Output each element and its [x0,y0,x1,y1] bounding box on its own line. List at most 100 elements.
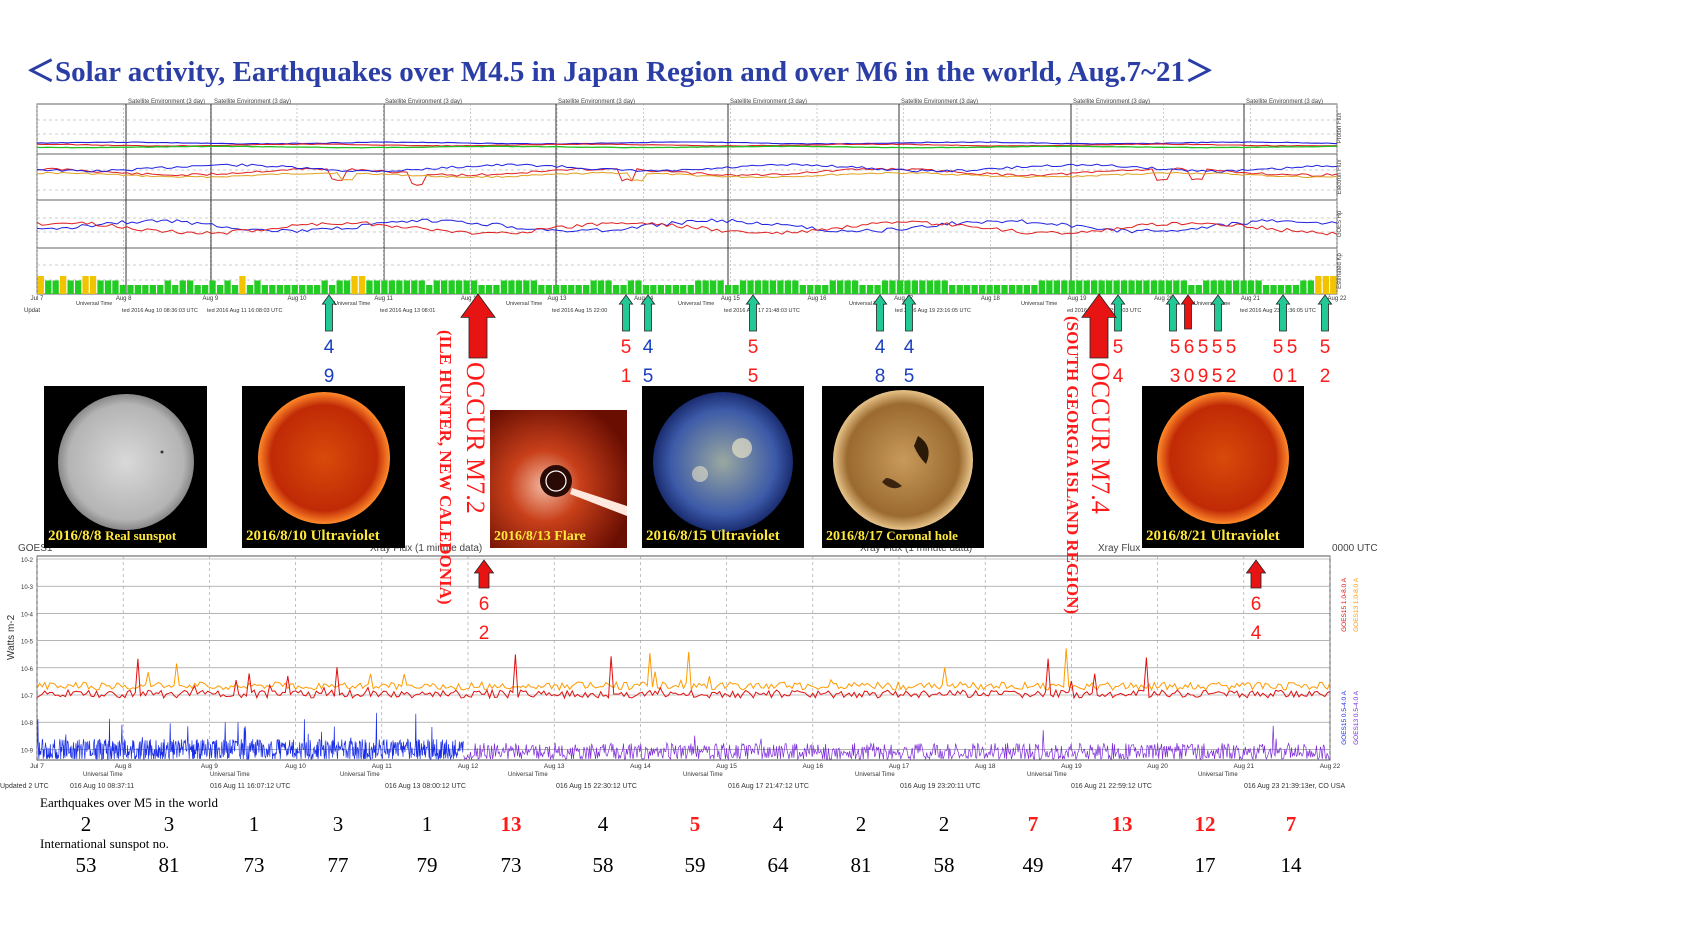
magnitude-integer: 5 [1225,337,1237,358]
eq-count: 4 [772,812,784,836]
xray-series-label: GOES15 1.0-8.0 A [1341,577,1348,632]
green-arrow [1210,294,1226,332]
kp-bar [45,280,52,294]
updated-stamp: ted 2016 Aug 23 21:36:05 UTC [1240,308,1316,314]
eq-count: 7 [1027,812,1039,836]
kp-bar [986,285,993,294]
panel-header: Satellite Environment (3 day) [730,99,807,105]
kp-bar [202,285,209,294]
eq-count: 7 [1285,812,1297,836]
green-arrow [1317,294,1333,332]
kp-bar [1038,280,1045,294]
kp-bar [1330,276,1337,294]
kp-bar [97,280,104,294]
universal-time-label: Universal Time [76,301,112,307]
top-panel-label: Estimated Kp [1337,252,1343,288]
kp-bar [1031,285,1038,294]
magnitude-decimal: 1 [620,366,632,388]
kp-bar [1128,280,1135,294]
photo-caption: 2016/8/13 Flare [494,529,586,544]
kp-bar [89,276,97,294]
sun-photo-ultraviolet-3: 2016/8/21 Ultraviolet [1142,386,1304,548]
xray-title-fragment: GOES1 [18,543,53,554]
updated-stamp: ted 2016 Aug 15 22:00 [552,308,607,314]
xray-updated-stamp: 016 Aug 15 22:30:12 UTC [556,783,637,790]
xray-long-goes13 [36,648,1331,692]
green-arrow [745,294,761,332]
top-date-tick: Aug 8 [116,296,132,302]
top-panel-label: Electron Flux [1337,159,1343,194]
sunspot-number: 58 [592,853,614,877]
kp-bar [1307,280,1314,294]
kp-bar [441,280,448,294]
green-arrow [901,294,917,332]
kp-bar [119,285,127,294]
sunspot-number: 49 [1022,853,1044,877]
sun-photo-flare: 2016/8/13 Flare [490,410,627,548]
sunspot-number: 81 [158,853,180,877]
kp-bar [792,280,799,294]
sun-gold-image [833,390,973,530]
eq-count: 4 [597,812,609,836]
kp-bar [1098,280,1105,294]
y-tick: 10-6 [21,667,34,673]
sun-red-image [258,392,390,524]
sunspot-number: 77 [327,853,349,877]
xray-updated-stamp: 016 Aug 10 08:37:11 [70,783,134,790]
kp-bar [874,285,881,294]
top-date-tick: Aug 12 [461,296,481,302]
kp-bar [1091,280,1098,294]
kp-bar [269,285,276,294]
kp-bar [1225,280,1232,294]
kp-bar [172,285,179,294]
eq-count: 12 [1194,812,1216,836]
magnitude-integer: 5 [1286,337,1298,358]
sunspot-number: 73 [243,853,265,877]
xray-title-fragment: Xray Flux [1098,543,1140,554]
photo-caption: 2016/8/8 Real sunspot [48,528,177,544]
occur-m74-label: OCCUR M7.4 [1086,362,1115,514]
magnitude-integer: 5 [747,337,759,358]
sunspot-number: 47 [1111,853,1133,877]
green-arrow [1110,294,1126,332]
xray-updated-stamp: 016 Aug 19 23:20:11 UTC [900,783,980,790]
xray-updated-stamp: 016 Aug 13 08:00:12 UTC [385,783,466,790]
sun-photo-real-sunspot: 2016/8/8 Real sunspot [44,386,207,548]
page-title: ＜Solar activity, Earthquakes over M4.5 i… [26,56,1215,88]
kp-bar [695,280,702,294]
universal-time-label: Universal Time [506,301,542,307]
kp-bar [336,280,343,294]
universal-time-label: Universal Time [334,301,370,307]
kp-bar [941,280,948,294]
kp-bar [650,285,657,294]
kp-bar [1270,285,1277,294]
magnitude-decimal: 8 [874,366,886,388]
kp-bar [1300,280,1307,294]
top-date-tick: Aug 18 [981,296,1001,302]
kp-bar [1113,280,1120,294]
xray-title-fragment: Xray Flux (1 minute data) [370,543,482,554]
x-tick: Aug 10 [285,763,306,770]
kp-bar [1135,280,1143,294]
kp-bar [485,285,493,294]
magnitude-integer: 4 [903,337,915,358]
magnitude-integer: 6 [1250,594,1262,615]
updated-stamp: ted 2016 Aug 19 23:16:05 UTC [895,308,971,314]
kp-bar [934,280,941,294]
panel-header: Satellite Environment (3 day) [385,99,462,105]
kp-bar [1292,285,1300,294]
green-arrow [618,294,634,332]
kp-bar [530,280,537,294]
universal-time-label: Universal Time [340,772,380,778]
kp-bar [642,285,650,294]
electron-series [36,167,1338,186]
kp-bar [478,285,485,294]
sun-photo-ultraviolet-2: 2016/8/15 Ultraviolet [642,386,804,548]
kp-bar [1315,276,1322,294]
magnitude-decimal: 2 [478,623,490,645]
photo-caption: 2016/8/10 Ultraviolet [246,528,380,544]
x-tick: Aug 22 [1320,763,1341,770]
universal-time-label: Universal Time [1198,772,1238,778]
kp-bar [1106,280,1113,294]
kp-bar [1285,285,1292,294]
